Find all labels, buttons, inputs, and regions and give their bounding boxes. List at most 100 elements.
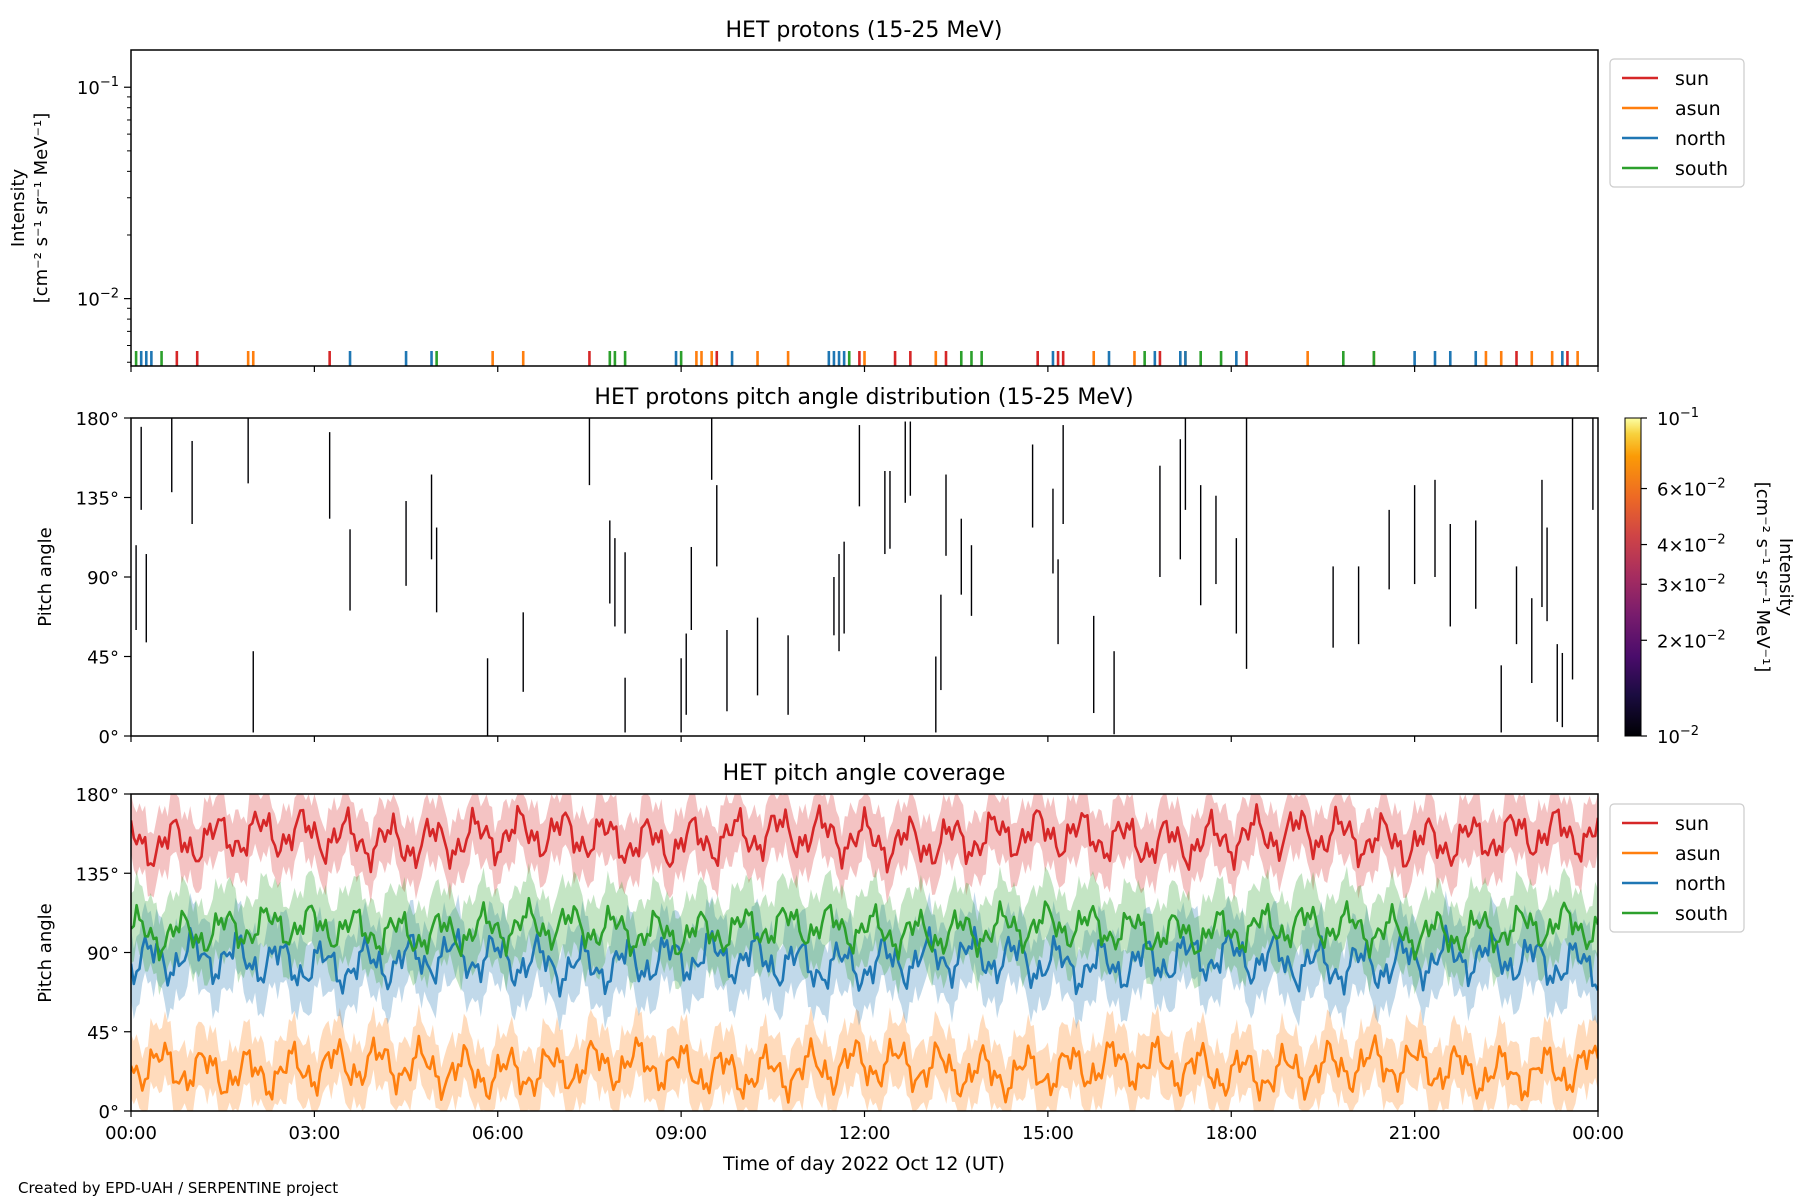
- pa-heatmap-cell: [1515, 566, 1518, 645]
- colorbar-tick-label-base: 10: [1657, 409, 1680, 430]
- legend1-label-asun: asun: [1675, 98, 1721, 120]
- colorbar-tick-label: 2×10−2: [1657, 628, 1726, 652]
- pa-heatmap-cell: [609, 520, 611, 604]
- pa-heatmap-cell: [945, 474, 947, 556]
- panel3-y-ticks: 0° 45° 90° 135° 180°: [76, 785, 131, 1123]
- pa-heatmap-cell: [1215, 495, 1217, 585]
- panel-coverage: HET pitch angle coverage 0° 45° 90° 135° 180…: [35, 761, 1745, 1175]
- y-tick-label-exp: −1: [100, 75, 119, 90]
- pa-heatmap-cell: [1500, 665, 1502, 733]
- pa-heatmap-cell: [614, 538, 616, 627]
- y-tick-label: 10−1: [77, 75, 119, 99]
- colorbar-tick-label: 10−1: [1657, 406, 1699, 430]
- pa-heatmap-cell: [247, 418, 249, 484]
- pa-heatmap-cell: [135, 545, 137, 630]
- pa-heatmap-cell: [1541, 479, 1543, 608]
- legend3-label-north: north: [1675, 873, 1726, 895]
- pa-heatmap-cell: [1052, 488, 1054, 574]
- pa-heatmap-cell: [1235, 538, 1238, 634]
- panel3-ylabel: Pitch angle: [35, 903, 56, 1002]
- pa-heatmap-cell: [756, 617, 759, 696]
- colorbar-tick-label-base: 4×10: [1657, 536, 1706, 557]
- coverage-line-north: [131, 924, 1598, 998]
- panel3-bands: [131, 794, 1598, 1111]
- legend1-label-sun: sun: [1675, 68, 1709, 90]
- pa-heatmap-cell: [970, 545, 973, 616]
- legend3-label-south: south: [1675, 903, 1728, 925]
- pa-heatmap-cell: [680, 658, 682, 733]
- pa-heatmap-cell: [1556, 644, 1558, 722]
- panel-intensity: HET protons (15-25 MeV) 10−110−2 Intensi…: [8, 18, 1745, 372]
- legend3-label-sun: sun: [1675, 813, 1709, 835]
- panel2-ylabel: Pitch angle: [35, 527, 56, 626]
- pa-heatmap-cell: [710, 418, 713, 480]
- coverage-band-asun: [131, 1003, 1598, 1111]
- pa-heatmap-cell: [690, 546, 693, 630]
- pa-heatmap-cell: [1561, 652, 1564, 728]
- y-tick-label: 10−2: [77, 287, 119, 311]
- pa-heatmap-cell: [1357, 566, 1360, 645]
- pa-heatmap-cell: [328, 432, 331, 519]
- panel3-x-ticks: 00:00 03:00 06:00 09:00 12:00 15:00 18:00 21:00…: [105, 1111, 1624, 1144]
- x-tick-label: 21:00: [1389, 1123, 1441, 1144]
- legend3-box: [1609, 803, 1745, 933]
- panel2-title: HET protons pitch angle distribution (15…: [594, 385, 1133, 410]
- y-tick-label: 135°: [76, 864, 119, 885]
- pa-heatmap-cell: [1184, 418, 1187, 510]
- pa-heatmap-cell: [1434, 479, 1436, 577]
- panel1-series: [134, 351, 1579, 366]
- y-tick-label: 45°: [87, 1023, 119, 1044]
- panel2-x-ticks: [130, 736, 1599, 742]
- pa-heatmap-cell: [1179, 439, 1182, 560]
- pa-heatmap-cell: [522, 612, 524, 692]
- pa-heatmap-cell: [1531, 598, 1533, 683]
- pa-heatmap-cell: [884, 471, 886, 555]
- pa-heatmap-cell: [716, 485, 718, 567]
- pa-heatmap-cell: [858, 425, 861, 507]
- pa-heatmap-cell: [1332, 566, 1334, 648]
- pa-heatmap-cell: [405, 501, 407, 586]
- x-tick-label: 18:00: [1205, 1123, 1257, 1144]
- panel2-frame: [130, 417, 1599, 737]
- colorbar-tick-label: 4×10−2: [1657, 533, 1726, 557]
- pa-heatmap-cell: [1388, 509, 1390, 590]
- coverage-band-sun: [131, 794, 1598, 904]
- panel1-y-ticks: 10−1 10−2: [77, 75, 131, 363]
- x-tick-label: 00:00: [1572, 1123, 1624, 1144]
- pa-heatmap-cell: [486, 658, 489, 736]
- pa-heatmap-cell: [909, 421, 912, 496]
- legend3-label-asun: asun: [1675, 843, 1721, 865]
- legend1-box: [1609, 58, 1745, 188]
- pa-heatmap-cell: [624, 677, 626, 733]
- pa-heatmap-cell: [833, 577, 835, 636]
- pa-heatmap-cell: [685, 633, 687, 715]
- colorbar-tick-label-base: 2×10: [1657, 631, 1706, 652]
- y-tick-label: 90°: [87, 568, 119, 589]
- panel1-ylabel-line1: Intensity: [8, 168, 29, 247]
- colorbar-label-line2: [cm⁻² s⁻¹ sr⁻¹ MeV⁻¹]: [1752, 482, 1773, 673]
- y-tick-label-exp: −2: [100, 287, 119, 302]
- pa-heatmap-cell: [430, 474, 433, 560]
- footer-credit: Created by EPD-UAH / SERPENTINE project: [18, 1179, 338, 1197]
- coverage-line-sun: [131, 803, 1598, 874]
- pa-heatmap-cell: [1475, 520, 1477, 609]
- panel1-legend: sun asun north south: [1609, 58, 1745, 188]
- y-tick-label: 180°: [76, 785, 119, 806]
- panel3-xlabel: Time of day 2022 Oct 12 (UT): [722, 1153, 1005, 1175]
- colorbar-tick-label-base: 3×10: [1657, 575, 1706, 596]
- pa-heatmap-cell: [145, 554, 147, 643]
- pa-heatmap-cell: [252, 651, 254, 733]
- legend1-label-north: north: [1675, 128, 1726, 150]
- y-tick-label: 0°: [99, 727, 119, 748]
- colorbar-tick-label-exp: −2: [1706, 533, 1725, 548]
- pa-heatmap-cell: [140, 426, 142, 510]
- pa-heatmap-cell: [1199, 485, 1202, 606]
- pa-heatmap-cell: [889, 471, 891, 549]
- x-tick-label: 00:00: [105, 1123, 157, 1144]
- pa-heatmap-cell: [838, 554, 840, 652]
- pa-heatmap-cell: [1546, 527, 1548, 622]
- colorbar-tick-label-base: 10: [1657, 727, 1680, 748]
- pa-heatmap-cell: [435, 527, 438, 613]
